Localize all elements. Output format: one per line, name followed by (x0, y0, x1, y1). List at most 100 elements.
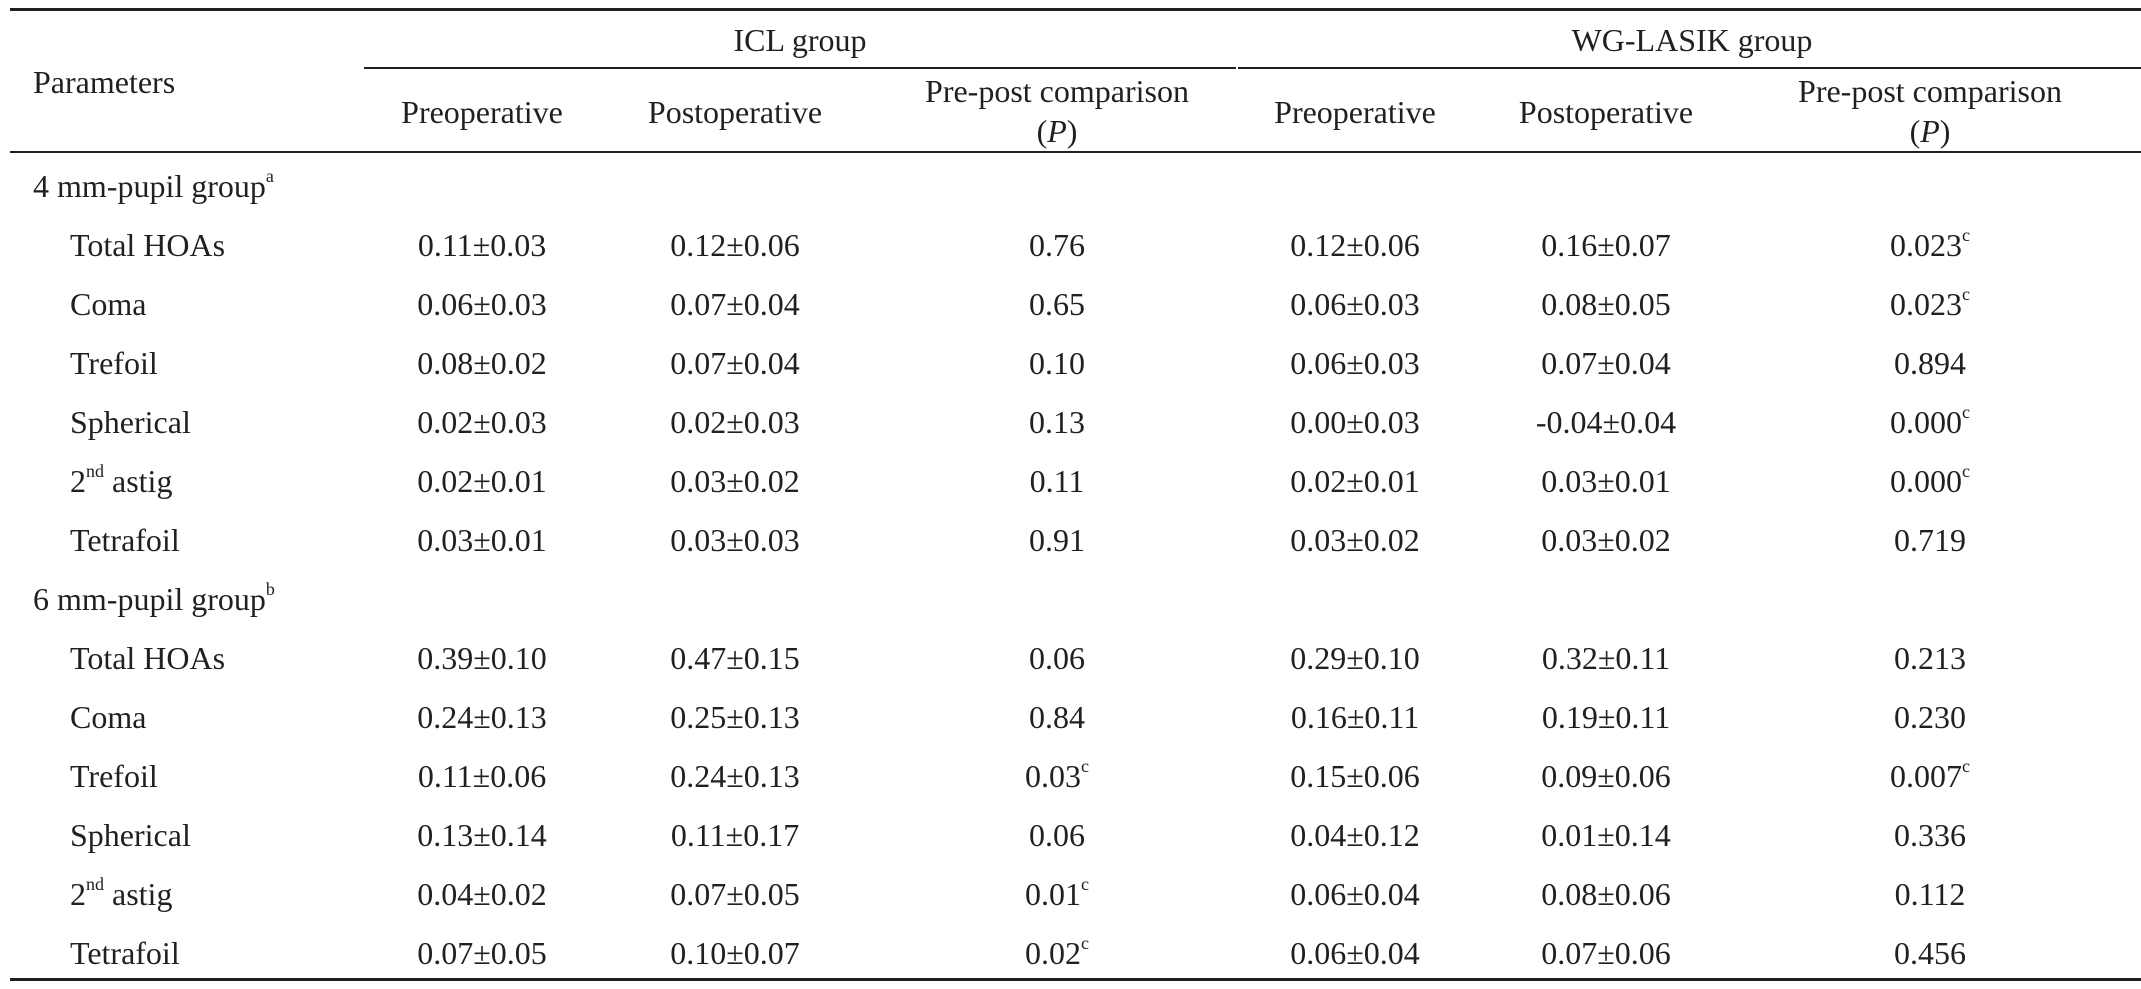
icl-preoperative-cell: 0.39±0.10 (417, 638, 547, 678)
parameter-name: Trefoil (70, 756, 158, 796)
wg-p-value-cell: 0.023c (1890, 284, 1970, 324)
cell-value: 0.03±0.01 (1541, 463, 1671, 499)
cell-value: 0.11 (1029, 463, 1085, 499)
icl-postoperative-cell: 0.12±0.06 (670, 225, 800, 265)
wg-preoperative-cell: 0.12±0.06 (1290, 225, 1420, 265)
cell-value: 0.00±0.03 (1290, 404, 1420, 440)
cell-value: 0.213 (1894, 640, 1966, 676)
wg-p-value-cell: 0.719 (1894, 520, 1966, 560)
icl-preoperative-cell: 0.24±0.13 (417, 697, 547, 737)
cell-value: 0.02 (1025, 935, 1081, 971)
wg-postoperative-cell: 0.03±0.02 (1541, 520, 1671, 560)
parameter-name-text: Total HOAs (70, 640, 226, 676)
icl-p-value-cell: 0.65 (1029, 284, 1085, 324)
parameter-name-text: Spherical (70, 404, 191, 440)
wg-preoperative-cell: 0.02±0.01 (1290, 461, 1420, 501)
header-icl-comparison-p: (P) (1036, 113, 1078, 149)
cell-value: 0.11±0.06 (417, 758, 547, 794)
wg-p-value-cell: 0.213 (1894, 638, 1966, 678)
icl-preoperative-cell: 0.02±0.03 (417, 402, 547, 442)
wg-postoperative-cell: 0.32±0.11 (1542, 638, 1670, 678)
cell-value: -0.04±0.04 (1535, 404, 1677, 440)
icl-p-value-cell: 0.91 (1029, 520, 1085, 560)
icl-postoperative-cell: 0.07±0.04 (670, 343, 800, 383)
cell-value: 0.16±0.11 (1290, 699, 1420, 735)
cell-value: 0.06±0.03 (417, 286, 547, 322)
cell-value: 0.09±0.06 (1541, 758, 1671, 794)
section-label-text: 4 mm-pupil group (33, 168, 266, 204)
cell-value: 0.07±0.05 (417, 935, 547, 971)
parameter-name: 2nd astig (70, 461, 172, 501)
cell-value: 0.25±0.13 (670, 699, 800, 735)
cell-value: 0.456 (1894, 935, 1966, 971)
parameter-name-text: Total HOAs (70, 227, 226, 263)
significance-footnote: c (1081, 874, 1089, 894)
icl-postoperative-cell: 0.02±0.03 (670, 402, 800, 442)
cell-value: 0.03±0.02 (670, 463, 800, 499)
cell-value: 0.10 (1029, 345, 1085, 381)
parameter-name-text: Tetrafoil (70, 522, 180, 558)
cell-value: 0.023 (1890, 286, 1962, 322)
icl-postoperative-cell: 0.03±0.02 (670, 461, 800, 501)
wg-p-value-cell: 0.894 (1894, 343, 1966, 383)
wg-postoperative-cell: 0.16±0.07 (1541, 225, 1671, 265)
parameter-name: 2nd astig (70, 874, 172, 914)
cell-value: 0.06±0.04 (1290, 935, 1420, 971)
cell-value: 0.02±0.03 (417, 404, 547, 440)
parameter-name: Total HOAs (70, 225, 225, 265)
parameter-name: Tetrafoil (70, 933, 180, 973)
icl-postoperative-cell: 0.10±0.07 (670, 933, 800, 973)
cell-value: 0.000 (1890, 463, 1962, 499)
wg-postoperative-cell: 0.19±0.11 (1542, 697, 1670, 737)
cell-value: 0.01 (1025, 876, 1081, 912)
cell-value: 0.07±0.05 (670, 876, 800, 912)
cell-value: 0.13±0.14 (417, 817, 547, 853)
icl-p-value-cell: 0.84 (1029, 697, 1085, 737)
cell-value: 0.000 (1890, 404, 1962, 440)
wg-postoperative-cell: 0.07±0.06 (1541, 933, 1671, 973)
icl-preoperative-cell: 0.07±0.05 (417, 933, 547, 973)
wg-preoperative-cell: 0.29±0.10 (1290, 638, 1420, 678)
cell-value: 0.84 (1029, 699, 1085, 735)
cell-value: 0.07±0.04 (1541, 345, 1671, 381)
header-icl-preoperative: Preoperative (401, 94, 563, 130)
icl-p-value-cell: 0.02c (1025, 933, 1089, 973)
top-rule (10, 8, 2141, 11)
cell-value: 0.12±0.06 (670, 227, 800, 263)
cell-value: 0.16±0.07 (1541, 227, 1671, 263)
p-symbol: P (1920, 113, 1940, 149)
icl-postoperative-cell: 0.03±0.03 (670, 520, 800, 560)
wg-p-value-cell: 0.023c (1890, 225, 1970, 265)
parameter-name: Spherical (70, 815, 191, 855)
wg-p-value-cell: 0.000c (1890, 461, 1970, 501)
cell-value: 0.76 (1029, 227, 1085, 263)
wg-postoperative-cell: 0.08±0.06 (1541, 874, 1671, 914)
wg-p-value-cell: 0.230 (1894, 697, 1966, 737)
icl-postoperative-cell: 0.07±0.05 (670, 874, 800, 914)
header-icl-comparison-label: Pre-post comparison (925, 73, 1189, 109)
cell-value: 0.023 (1890, 227, 1962, 263)
parameter-name-ordinal: nd (86, 461, 104, 481)
icl-p-value-cell: 0.01c (1025, 874, 1089, 914)
icl-preoperative-cell: 0.03±0.01 (417, 520, 547, 560)
wg-preoperative-cell: 0.06±0.03 (1290, 343, 1420, 383)
parameter-name-text: Trefoil (70, 758, 158, 794)
cell-value: 0.65 (1029, 286, 1085, 322)
header-icl-comparison: Pre-post comparison (P) (925, 71, 1189, 151)
icl-p-value-cell: 0.76 (1029, 225, 1085, 265)
section-label: 4 mm-pupil groupa (33, 166, 274, 206)
significance-footnote: c (1962, 461, 1970, 481)
cell-value: 0.15±0.06 (1290, 758, 1420, 794)
cell-value: 0.03 (1025, 758, 1081, 794)
wg-p-value-cell: 0.007c (1890, 756, 1970, 796)
cell-value: 0.29±0.10 (1290, 640, 1420, 676)
wg-preoperative-cell: 0.04±0.12 (1290, 815, 1420, 855)
cell-value: 0.02±0.01 (1290, 463, 1420, 499)
wg-preoperative-cell: 0.00±0.03 (1290, 402, 1420, 442)
cell-value: 0.06±0.03 (1290, 345, 1420, 381)
significance-footnote: c (1962, 284, 1970, 304)
cell-value: 0.03±0.02 (1290, 522, 1420, 558)
cell-value: 0.08±0.02 (417, 345, 547, 381)
cell-value: 0.02±0.01 (417, 463, 547, 499)
parameter-name-text: Coma (70, 286, 147, 322)
